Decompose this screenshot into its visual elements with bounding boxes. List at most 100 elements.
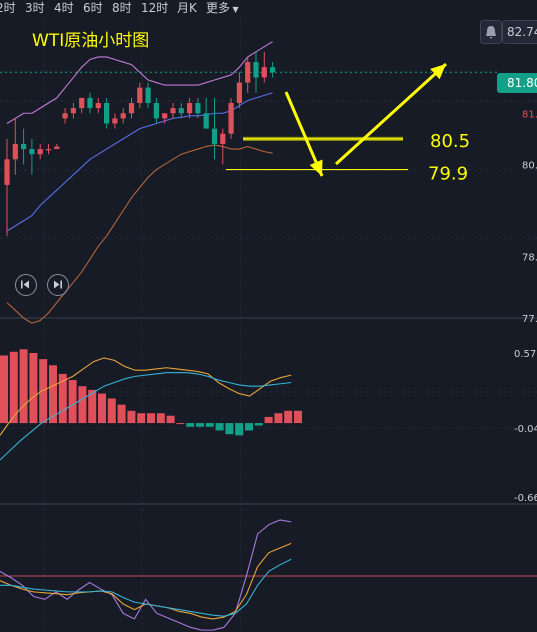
macd-histogram-bar bbox=[9, 351, 18, 424]
macd-histogram-bar bbox=[225, 423, 234, 435]
candle-body bbox=[112, 118, 118, 124]
candle-body bbox=[95, 103, 101, 109]
macd-histogram-bar bbox=[215, 423, 224, 431]
price-tick-label: 77. bbox=[522, 314, 537, 325]
macd-panel bbox=[0, 349, 302, 461]
candle-body bbox=[195, 103, 201, 114]
macd-tick-label: -0.04 bbox=[514, 424, 537, 435]
macd-dif-line bbox=[0, 357, 292, 436]
candle-body bbox=[220, 133, 226, 144]
candle-body bbox=[128, 103, 135, 114]
scroll-to-start-button[interactable] bbox=[15, 274, 37, 296]
macd-histogram-bar bbox=[245, 423, 253, 431]
candle-body bbox=[70, 108, 76, 114]
candle-body bbox=[21, 143, 27, 150]
boll-upper-line bbox=[6, 41, 273, 124]
macd-histogram-bar bbox=[205, 423, 214, 427]
boll-lower-line bbox=[6, 144, 273, 324]
candle-body bbox=[54, 146, 60, 150]
macd-histogram-bar bbox=[254, 423, 263, 426]
macd-histogram-bar bbox=[235, 423, 244, 436]
price-tick-label: 78. bbox=[522, 253, 537, 264]
macd-histogram-bar bbox=[39, 359, 48, 424]
last-price-label: 82.74 bbox=[502, 20, 537, 44]
interval-toolbar: 2时 3时 4时 6时 8时 12时 月K 更多 ▼ bbox=[0, 0, 260, 16]
level-label-79-9: 79.9 bbox=[428, 164, 468, 185]
candle-body bbox=[270, 67, 276, 73]
interval-tab-month[interactable]: 月K bbox=[177, 1, 197, 15]
macd-histogram-bar bbox=[29, 353, 38, 424]
macd-histogram-bar bbox=[58, 373, 67, 424]
candle-body bbox=[79, 97, 85, 109]
macd-histogram-bar bbox=[186, 423, 195, 427]
interval-tab-6h[interactable]: 6时 bbox=[83, 1, 103, 15]
chart-title: WTI原油小时图 bbox=[32, 31, 150, 51]
candle-body bbox=[87, 97, 93, 109]
candle-body bbox=[120, 113, 126, 119]
candle-body bbox=[153, 103, 159, 119]
kdj-j-line bbox=[0, 519, 292, 631]
macd-histogram-bar bbox=[284, 410, 293, 424]
candle-body bbox=[211, 128, 218, 144]
candle-body bbox=[236, 82, 242, 104]
macd-dea-line bbox=[0, 372, 292, 461]
candle-body bbox=[228, 103, 234, 134]
interval-tab-2h[interactable]: 2时 bbox=[0, 1, 16, 15]
macd-histogram-bar bbox=[264, 416, 273, 424]
macd-histogram-bar bbox=[127, 410, 136, 424]
macd-histogram-bar bbox=[88, 389, 97, 424]
skip-forward-icon bbox=[54, 280, 62, 289]
macd-histogram-bar bbox=[117, 404, 126, 424]
skip-back-icon bbox=[21, 280, 29, 289]
more-intervals-button[interactable]: 更多 ▼ bbox=[206, 0, 239, 16]
y-axis-labels: 81. 80. 78. 77. 0.57 -0.04 -0.66 bbox=[514, 109, 537, 504]
arrow-head bbox=[430, 64, 446, 80]
candle-body bbox=[253, 62, 259, 78]
down-arrow bbox=[284, 91, 324, 177]
interval-tab-4h[interactable]: 4时 bbox=[54, 1, 74, 15]
chevron-down-icon: ▼ bbox=[230, 5, 239, 14]
candle-body bbox=[261, 67, 267, 78]
macd-tick-label: 0.57 bbox=[514, 349, 536, 360]
scroll-to-end-button[interactable] bbox=[47, 274, 69, 296]
macd-tick-label: -0.66 bbox=[514, 493, 537, 504]
kdj-d-line bbox=[0, 558, 292, 617]
macd-histogram-bar bbox=[137, 413, 146, 424]
interval-tab-3h[interactable]: 3时 bbox=[25, 1, 45, 15]
candle-body bbox=[145, 87, 151, 104]
macd-histogram-bar bbox=[107, 398, 116, 424]
arrow-shaft bbox=[284, 91, 324, 177]
macd-histogram-bar bbox=[196, 423, 204, 427]
macd-histogram-bar bbox=[156, 413, 165, 424]
macd-histogram-bar bbox=[176, 423, 185, 425]
candle-body bbox=[162, 113, 168, 119]
candle-body bbox=[37, 149, 43, 155]
price-tick-label: 80. bbox=[522, 160, 537, 171]
candle-body bbox=[62, 113, 68, 119]
candle-body bbox=[104, 103, 110, 124]
macd-histogram-bar bbox=[0, 355, 8, 424]
candle-body bbox=[4, 159, 10, 185]
boll-mid-line bbox=[6, 92, 273, 232]
candle-body bbox=[12, 143, 18, 160]
interval-tab-12h[interactable]: 12时 bbox=[141, 1, 169, 15]
macd-histogram-bar bbox=[98, 393, 106, 424]
annotation-layer: 80.5 79.9 bbox=[226, 62, 470, 185]
macd-histogram-bar bbox=[147, 413, 155, 424]
candle-body bbox=[45, 149, 52, 151]
macd-histogram-bar bbox=[294, 410, 302, 424]
candle-body bbox=[178, 108, 184, 114]
current-price-tag: 81.80 bbox=[497, 73, 537, 93]
candle-body bbox=[29, 149, 35, 155]
macd-histogram-bar bbox=[19, 349, 28, 424]
bell-icon bbox=[486, 26, 496, 39]
kdj-panel bbox=[0, 519, 537, 631]
macd-histogram-bar bbox=[49, 365, 57, 424]
macd-histogram-bar bbox=[166, 415, 175, 424]
alarm-button[interactable] bbox=[480, 20, 502, 44]
interval-tab-8h[interactable]: 8时 bbox=[112, 1, 132, 15]
level-label-80-5: 80.5 bbox=[430, 131, 470, 152]
arrow-shaft bbox=[334, 62, 448, 166]
